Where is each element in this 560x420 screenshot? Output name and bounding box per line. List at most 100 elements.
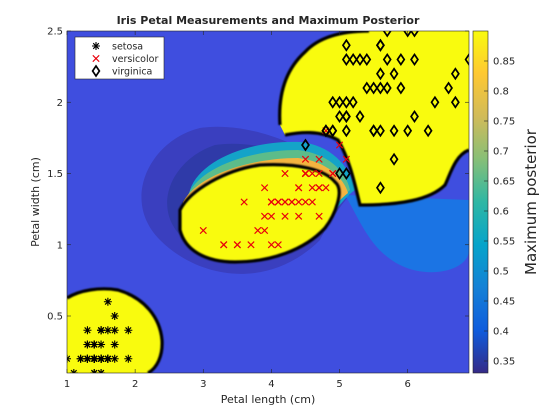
- surface-region-virginica: [279, 31, 469, 205]
- marker-virginica: [375, 81, 385, 95]
- marker-setosa: [97, 340, 106, 349]
- marker-virginica: [335, 109, 344, 124]
- marker-versicolor: [261, 226, 269, 235]
- marker-versicolor: [274, 198, 282, 206]
- marker-setosa: [83, 340, 92, 349]
- marker-virginica: [389, 152, 399, 166]
- y-tick-label: 2.5: [47, 27, 63, 38]
- y-axis-label: Petal width (cm): [29, 157, 42, 247]
- marker-virginica: [382, 81, 392, 95]
- marker-setosa: [90, 340, 99, 349]
- marker-versicolor: [281, 198, 289, 206]
- marker-virginica: [335, 95, 344, 109]
- x-tick-label: 1: [64, 379, 70, 390]
- x-tick-label: 4: [268, 379, 274, 390]
- marker-versicolor: [301, 155, 310, 163]
- colorbar-ticks: 0.35 0.4 0.45 0.5 0.55 0.6 0.65 0.7 0.75 0.8 0.85: [484, 57, 515, 368]
- legend-marker-virginica: [91, 64, 101, 78]
- marker-virginica: [348, 52, 358, 67]
- marker-virginica: [341, 124, 351, 138]
- colorbar-tick-label: 0.35: [493, 357, 515, 368]
- marker-versicolor: [247, 241, 255, 249]
- marker-virginica: [341, 52, 351, 67]
- y-tick-label: 2: [57, 98, 63, 109]
- x-axis-label: Petal length (cm): [221, 393, 316, 406]
- marker-versicolor: [267, 241, 275, 249]
- legend-label-versicolor: versicolor: [112, 54, 158, 65]
- marker-setosa: [97, 354, 106, 363]
- marker-virginica: [396, 81, 406, 95]
- marker-virginica: [341, 109, 351, 124]
- marker-setosa: [124, 354, 133, 363]
- colorbar-tick-label: 0.5: [493, 267, 509, 278]
- data-markers: [67, 31, 469, 373]
- marker-setosa: [83, 326, 92, 335]
- marker-virginica: [382, 31, 392, 38]
- x-axis-ticks: 1 2 3 4 5 6: [64, 31, 411, 390]
- marker-versicolor: [329, 169, 337, 178]
- marker-virginica: [430, 95, 440, 109]
- marker-setosa: [110, 354, 119, 363]
- colorbar-tick-label: 0.75: [493, 117, 515, 128]
- x-tick-label: 5: [336, 379, 342, 390]
- x-tick-label: 6: [404, 379, 410, 390]
- marker-versicolor: [288, 198, 296, 206]
- marker-versicolor: [301, 169, 310, 178]
- marker-versicolor: [295, 184, 303, 192]
- axes-box: [66, 30, 470, 374]
- marker-virginica: [375, 181, 385, 195]
- marker-versicolor: [295, 212, 303, 220]
- marker-setosa: [76, 354, 85, 363]
- marker-versicolor: [267, 212, 275, 220]
- marker-versicolor: [308, 184, 316, 192]
- marker-virginica: [328, 95, 338, 109]
- legend-label-setosa: setosa: [112, 41, 143, 52]
- marker-setosa: [103, 354, 112, 363]
- marker-versicolor: [342, 155, 350, 163]
- legend-marker-setosa: [92, 42, 100, 50]
- colorbar-tick-label: 0.6: [493, 207, 509, 218]
- chart-title: Iris Petal Measurements and Maximum Post…: [117, 14, 420, 27]
- marker-setosa: [83, 354, 92, 363]
- marker-versicolor: [315, 212, 323, 220]
- marker-virginica: [464, 52, 469, 67]
- marker-setosa: [90, 354, 99, 363]
- marker-versicolor: [281, 169, 289, 178]
- colorbar-tick-label: 0.7: [493, 147, 509, 158]
- marker-setosa: [124, 326, 133, 335]
- marker-versicolor: [274, 241, 282, 249]
- marker-versicolor: [315, 169, 323, 178]
- marker-virginica: [410, 31, 419, 38]
- colorbar-gradient: [472, 30, 489, 374]
- marker-virginica: [410, 109, 419, 124]
- marker-virginica: [369, 124, 379, 138]
- marker-virginica: [301, 138, 310, 152]
- decision-boundary-setosa: [67, 287, 164, 373]
- marker-versicolor: [335, 141, 344, 149]
- colorbar: 0.350.40.450.50.550.60.650.70.750.80.85 …: [472, 30, 540, 374]
- marker-versicolor: [308, 169, 316, 178]
- marker-virginica: [362, 52, 372, 67]
- marker-setosa: [110, 326, 119, 335]
- marker-virginica: [355, 52, 365, 67]
- marker-virginica: [450, 95, 460, 109]
- marker-versicolor: [267, 198, 275, 206]
- marker-virginica: [382, 52, 392, 67]
- marker-virginica: [341, 166, 351, 181]
- marker-virginica: [444, 81, 453, 95]
- marker-virginica: [396, 52, 406, 67]
- colorbar-label: Maximum posterior: [522, 128, 540, 275]
- marker-versicolor: [233, 241, 241, 249]
- marker-virginica: [369, 81, 379, 95]
- marker-versicolor: [254, 226, 262, 235]
- legend-label-virginica: virginica: [112, 66, 152, 77]
- marker-virginica: [375, 38, 385, 52]
- marker-virginica: [328, 124, 338, 138]
- colorbar-tick-label: 0.85: [493, 57, 515, 68]
- legend-box: [74, 36, 165, 80]
- x-tick-label: 2: [132, 379, 138, 390]
- y-axis-ticks: 0.5 1 1.5 2 2.5: [47, 27, 469, 323]
- marker-virginica: [423, 124, 433, 138]
- marker-versicolor: [315, 184, 323, 192]
